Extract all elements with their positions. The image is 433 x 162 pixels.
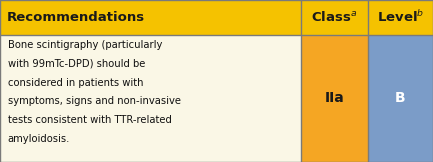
Text: with 99mTc-DPD) should be: with 99mTc-DPD) should be: [8, 59, 145, 69]
Text: tests consistent with TTR-related: tests consistent with TTR-related: [8, 115, 171, 125]
Bar: [0, 35, 301, 162]
Text: symptoms, signs and non-invasive: symptoms, signs and non-invasive: [8, 96, 181, 106]
Bar: [301, 0, 368, 35]
Text: Level$^{b}$: Level$^{b}$: [377, 9, 424, 25]
Text: Recommendations: Recommendations: [6, 11, 145, 24]
Bar: [368, 0, 433, 35]
Text: amyloidosis.: amyloidosis.: [8, 134, 70, 144]
Text: Class$^{a}$: Class$^{a}$: [311, 10, 358, 24]
Text: Bone scintigraphy (particularly: Bone scintigraphy (particularly: [8, 40, 162, 50]
Text: considered in patients with: considered in patients with: [8, 78, 143, 87]
Bar: [368, 35, 433, 162]
Text: IIa: IIa: [325, 91, 344, 105]
Bar: [301, 35, 368, 162]
Text: B: B: [395, 91, 406, 105]
Bar: [0, 0, 301, 35]
